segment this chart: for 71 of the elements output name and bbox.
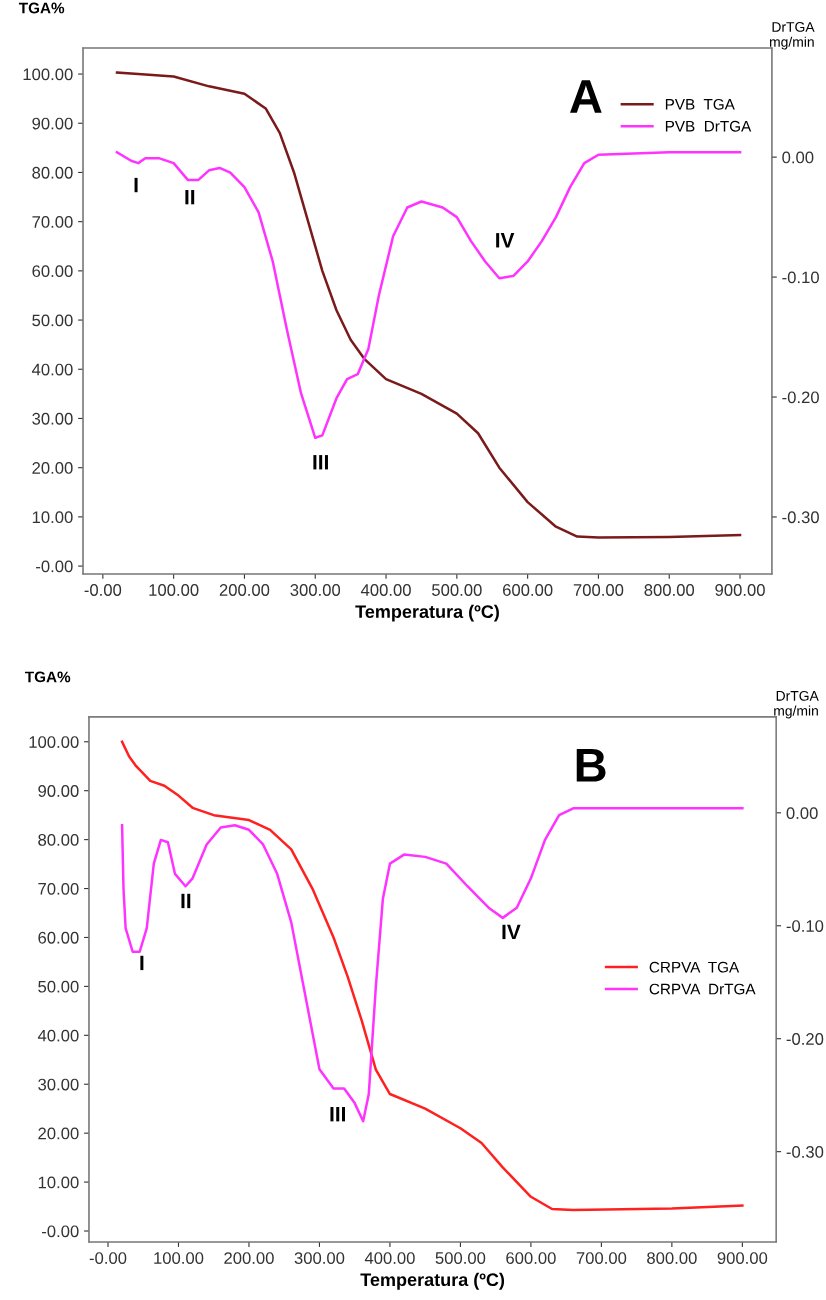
annotation: III	[330, 1107, 346, 1122]
y-tick-label: 100.00	[23, 68, 73, 81]
legend-label: PVB TGA	[665, 98, 735, 110]
y2-tick-label: 0.00	[786, 807, 818, 820]
y-axis-title: TGA%	[24, 671, 71, 683]
x-axis-title: Temperatura (ºC)	[360, 1272, 505, 1290]
x-tick-label: 600.00	[506, 1252, 556, 1264]
x-tick-label: 800.00	[644, 584, 695, 596]
legend-label: CRPVA TGA	[649, 961, 740, 973]
legend-label: PVB DrTGA	[665, 120, 752, 132]
y2-tick-label: -0.30	[786, 1146, 824, 1158]
y2-tick-label: 0.00	[782, 151, 814, 164]
y-tick-label: 60.00	[32, 265, 73, 278]
annotation: III	[313, 455, 328, 470]
annotation: I	[140, 955, 144, 971]
y-tick-label: 10.00	[32, 511, 73, 524]
y-tick-label: 90.00	[32, 117, 73, 130]
y-tick-label: 20.00	[32, 462, 73, 474]
x-tick-label: 100.00	[154, 1252, 204, 1264]
x-tick-label: 400.00	[364, 1252, 415, 1264]
y-tick-label: 50.00	[38, 980, 79, 993]
y-tick-label: 30.00	[38, 1078, 79, 1091]
y-tick-label: 60.00	[38, 931, 79, 944]
y-tick-label: 40.00	[31, 363, 73, 376]
y-tick-label: 100.00	[29, 736, 79, 748]
x-tick-label: 600.00	[503, 584, 553, 596]
x-axis-title: Temperatura (ºC)	[355, 604, 499, 622]
annotation: IV	[496, 233, 515, 248]
x-tick-label: 200.00	[224, 1252, 274, 1264]
x-tick-label: 100.00	[149, 584, 199, 596]
x-tick-label: 900.00	[717, 1252, 768, 1264]
y2-axis-title: DrTGA mg/min	[774, 690, 819, 719]
y-tick-label: -0.00	[41, 1225, 79, 1238]
y-tick-label: 10.00	[38, 1176, 79, 1189]
y-tick-label: 80.00	[38, 834, 79, 846]
x-tick-label: 500.00	[435, 1252, 486, 1264]
y2-axis-title: DrTGA mg/min	[770, 22, 815, 50]
y-tick-label: -0.00	[36, 560, 73, 573]
legend-label: CRPVA DrTGA	[649, 983, 756, 995]
y-tick-label: 20.00	[38, 1127, 79, 1140]
annotation: II	[181, 893, 191, 909]
x-tick-label: -0.00	[89, 1252, 127, 1264]
x-tick-label: 900.00	[715, 584, 765, 596]
y-tick-label: 50.00	[32, 314, 73, 327]
y2-tick-label: -0.30	[782, 511, 819, 524]
x-tick-label: 400.00	[360, 584, 411, 596]
x-tick-label: 700.00	[573, 584, 624, 596]
text: A	[570, 80, 602, 113]
y-axis-title: TGA%	[18, 2, 65, 14]
annotation: I	[134, 177, 138, 193]
y2-tick-label: -0.20	[782, 391, 819, 404]
y-tick-label: 70.00	[32, 216, 73, 228]
x-tick-label: 300.00	[290, 584, 341, 596]
x-tick-label: 700.00	[576, 1252, 627, 1264]
y2-tick-label: -0.10	[786, 920, 824, 932]
x-tick-label: 300.00	[294, 1252, 345, 1264]
y-tick-label: 90.00	[38, 785, 79, 797]
line-series	[115, 151, 742, 440]
x-tick-label: 200.00	[219, 584, 270, 596]
annotation: IV	[502, 924, 521, 940]
y2-tick-label: -0.20	[786, 1033, 824, 1045]
text: B	[576, 749, 606, 782]
x-tick-label: 800.00	[647, 1252, 697, 1264]
y-tick-label: 30.00	[32, 412, 73, 425]
y-tick-label: 70.00	[38, 882, 79, 895]
y-tick-label: 40.00	[37, 1029, 79, 1042]
y-tick-label: 80.00	[32, 166, 73, 179]
annotation: II	[185, 189, 195, 205]
x-tick-label: 500.00	[432, 584, 482, 596]
y2-tick-label: -0.10	[782, 271, 819, 284]
x-tick-label: -0.00	[84, 584, 122, 596]
